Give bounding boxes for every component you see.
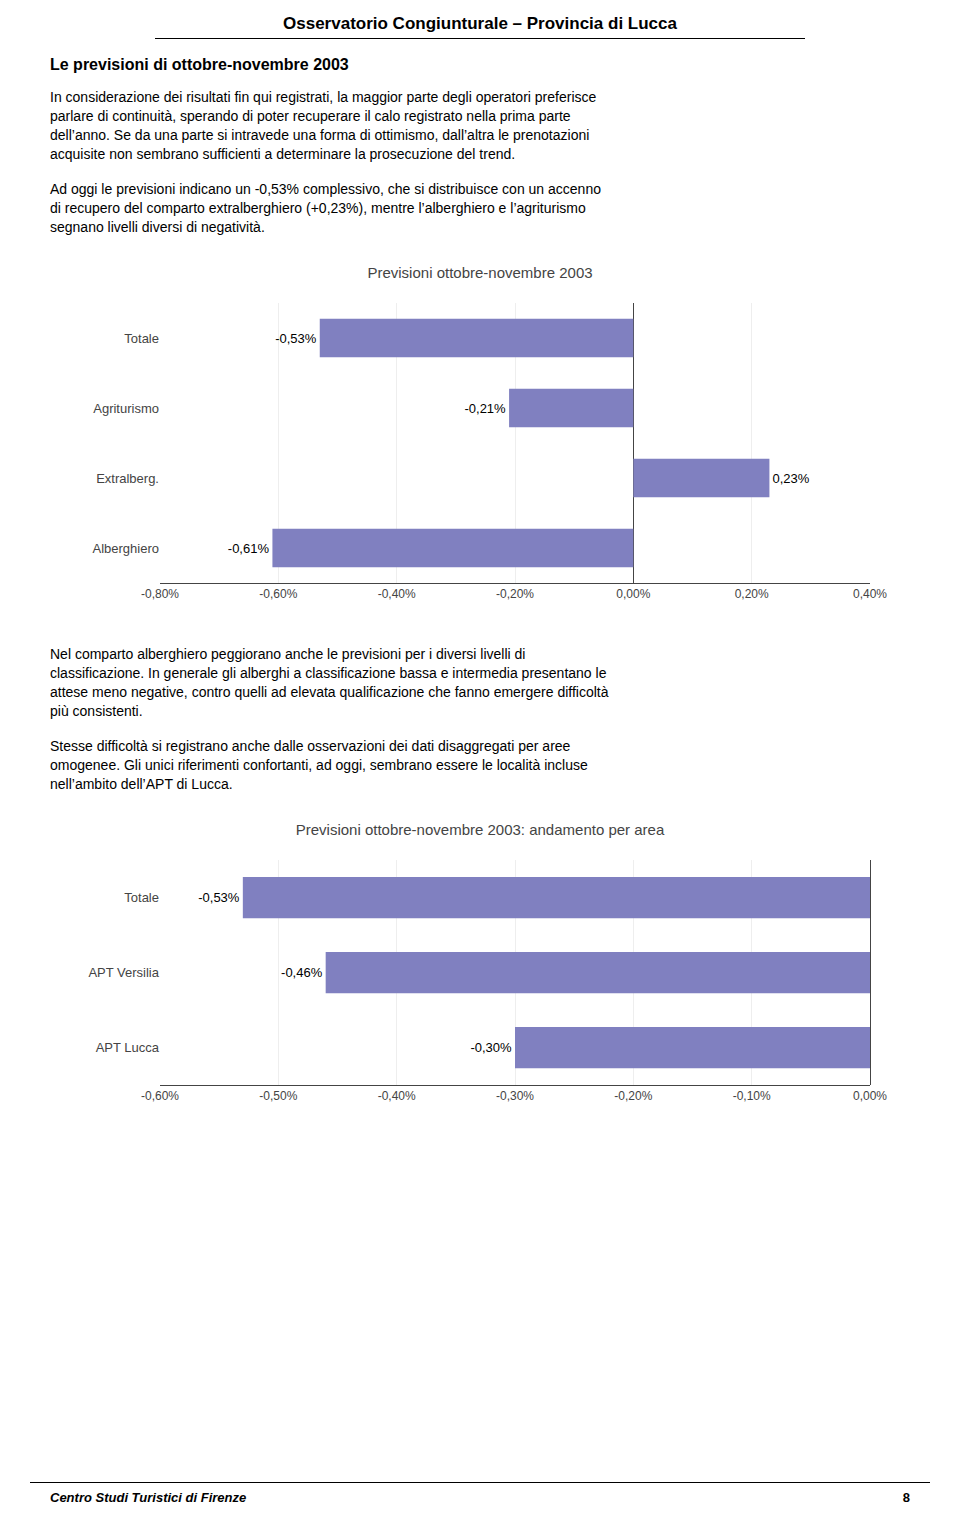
svg-text:Totale: Totale [124,331,159,346]
svg-text:-0,60%: -0,60% [141,1089,179,1103]
html-text:Le previsioni di ottobre-novem: Le previsioni di ottobre-novembre 2003 [50,56,349,73]
svg-text:APT Lucca: APT Lucca [96,1040,160,1055]
svg-text:0,40%: 0,40% [853,587,887,601]
svg-text:-0,61%: -0,61% [228,541,270,556]
svg-text:-0,21%: -0,21% [464,401,506,416]
html-text:In considerazione dei risultat: In considerazione dei risultati fin qui … [50,89,597,105]
html-text:più consistenti.: più consistenti. [50,703,143,719]
svg-text:Alberghiero: Alberghiero [93,541,160,556]
svg-text:-0,50%: -0,50% [259,1089,297,1103]
svg-text:Previsioni ottobre-novembre 20: Previsioni ottobre-novembre 2003: andame… [296,821,665,838]
html-text:Nel comparto alberghiero peggi: Nel comparto alberghiero peggiorano anch… [50,646,526,662]
svg-text:-0,30%: -0,30% [496,1089,534,1103]
svg-text:0,00%: 0,00% [853,1089,887,1103]
svg-text:0,00%: 0,00% [616,587,650,601]
html-text:omogenee. Gli unici riferiment: omogenee. Gli unici riferimenti conforta… [50,757,588,773]
svg-text:-0,10%: -0,10% [733,1089,771,1103]
svg-text:0,20%: 0,20% [735,587,769,601]
svg-text:-0,20%: -0,20% [614,1089,652,1103]
html-text:Osservatorio Congiunturale – P: Osservatorio Congiunturale – Provincia d… [283,14,677,33]
html-text:8: 8 [902,1490,910,1505]
svg-text:Agriturismo: Agriturismo [93,401,159,416]
svg-text:Extralberg.: Extralberg. [96,471,159,486]
svg-text:Totale: Totale [124,890,159,905]
svg-text:-0,20%: -0,20% [496,587,534,601]
svg-text:-0,80%: -0,80% [141,587,179,601]
html-text:dell’anno. Se da una parte si: dell’anno. Se da una parte si intravede … [50,127,590,143]
html-text:classificazione. In generale g: classificazione. In generale gli albergh… [50,665,607,681]
svg-text:-0,60%: -0,60% [259,587,297,601]
svg-text:-0,53%: -0,53% [275,331,317,346]
html-text:attese meno negative, contro q: attese meno negative, contro quelli ad e… [50,684,609,700]
html-text:acquisite non sembrano suffici: acquisite non sembrano sufficienti a det… [50,146,516,162]
svg-text:-0,46%: -0,46% [281,965,323,980]
html-text:di recupero del comparto extra: di recupero del comparto extralberghiero… [50,200,586,216]
html-text:Centro Studi Turistici di Fire: Centro Studi Turistici di Firenze [50,1490,247,1505]
svg-text:0,23%: 0,23% [772,471,809,486]
html-text:segnano livelli diversi di neg: segnano livelli diversi di negatività. [50,219,265,235]
svg-text:APT Versilia: APT Versilia [88,965,159,980]
svg-text:Previsioni ottobre-novembre 20: Previsioni ottobre-novembre 2003 [367,264,592,281]
html-text:nell’ambito dell’APT di Lucca.: nell’ambito dell’APT di Lucca. [50,776,233,792]
svg-text:-0,53%: -0,53% [198,890,240,905]
svg-text:-0,30%: -0,30% [470,1040,512,1055]
html-text:parlare di continuità, sperand: parlare di continuità, sperando di poter… [50,108,571,124]
html-text:Ad oggi le previsioni indicano: Ad oggi le previsioni indicano un -0,53%… [50,181,601,197]
svg-text:-0,40%: -0,40% [378,1089,416,1103]
html-text:Stesse difficoltà si registran: Stesse difficoltà si registrano anche da… [50,738,571,754]
svg-text:-0,40%: -0,40% [378,587,416,601]
